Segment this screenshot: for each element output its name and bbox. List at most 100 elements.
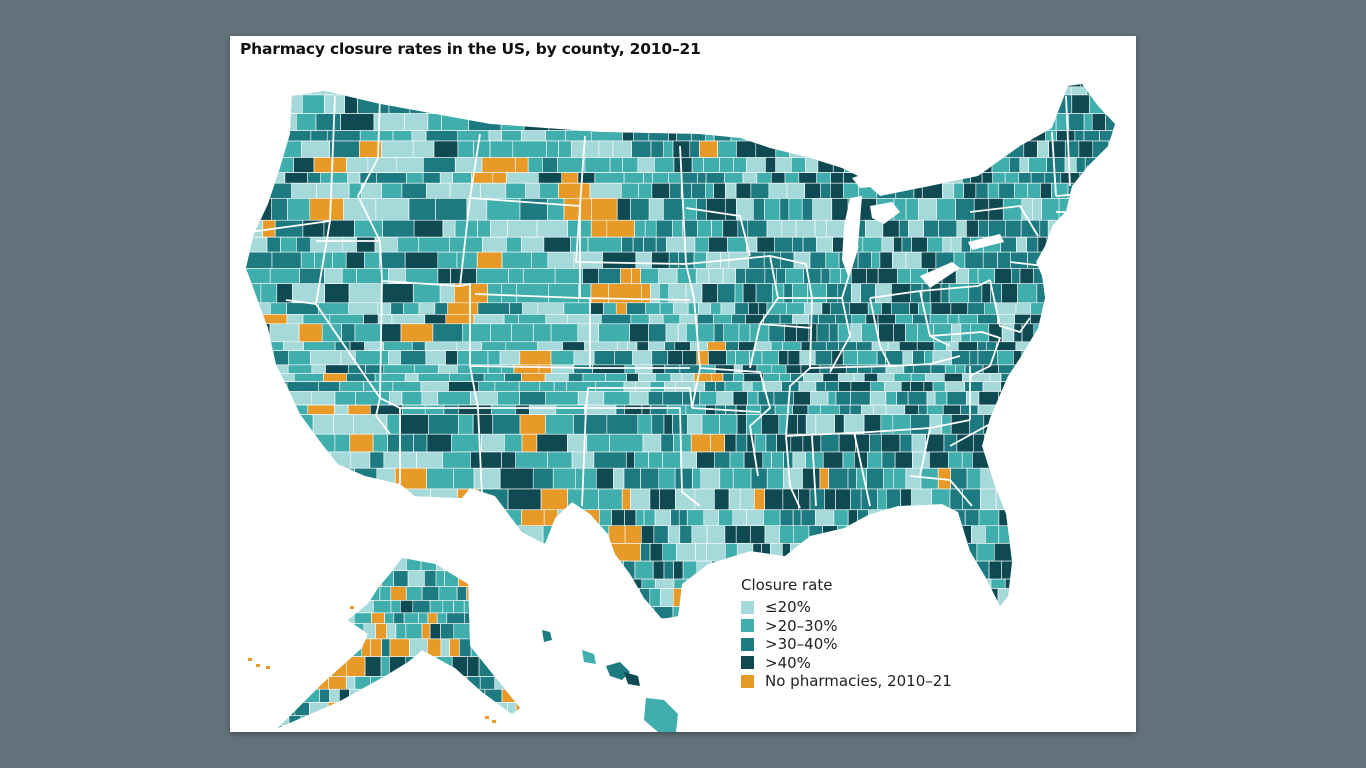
county-cell	[429, 600, 444, 614]
county-cell	[995, 467, 1008, 490]
county-cell	[1065, 414, 1084, 435]
county-cell	[812, 198, 833, 221]
county-cell	[916, 341, 935, 351]
county-cell	[814, 350, 833, 366]
county-cell	[1019, 157, 1029, 173]
county-cell	[312, 676, 329, 690]
county-cell	[642, 433, 662, 453]
county-cell	[589, 182, 622, 199]
county-cell	[861, 404, 874, 415]
county-cell	[729, 84, 741, 88]
county-cell	[729, 451, 745, 469]
county-cell	[402, 404, 426, 415]
county-cell	[998, 509, 1013, 527]
county-cell	[537, 172, 563, 184]
county-cell	[668, 86, 683, 96]
county-cell	[433, 140, 459, 158]
county-cell	[827, 391, 837, 406]
county-cell	[504, 373, 522, 382]
county-cell	[312, 467, 334, 490]
county-cell	[408, 198, 436, 221]
county-cell	[1105, 341, 1115, 351]
county-cell	[354, 586, 368, 601]
county-cell	[1086, 268, 1103, 284]
county-cell	[970, 172, 983, 184]
county-cell	[521, 373, 546, 382]
county-cell	[1030, 313, 1044, 325]
county-cell	[296, 676, 313, 690]
county-cell	[692, 467, 702, 490]
county-cell	[598, 488, 623, 511]
county-cell	[339, 688, 350, 703]
county-cell	[931, 94, 948, 114]
county-cell	[1051, 560, 1066, 580]
county-cell	[349, 525, 370, 544]
legend-item-c3: >30–40%	[741, 635, 952, 654]
county-cell	[954, 364, 966, 374]
county-cell	[279, 570, 294, 588]
county-cell	[647, 391, 664, 406]
county-cell	[557, 157, 586, 173]
county-cell	[246, 302, 271, 315]
county-cell	[494, 656, 512, 677]
county-cell	[755, 283, 773, 304]
county-cell	[1110, 251, 1115, 269]
county-cell	[887, 172, 905, 184]
county-cell	[738, 113, 757, 131]
county-cell	[505, 725, 516, 728]
county-cell	[713, 130, 732, 142]
county-cell	[407, 570, 425, 588]
county-cell	[786, 414, 798, 435]
county-cell	[649, 588, 661, 607]
county-cell	[893, 323, 906, 343]
county-cell	[1030, 172, 1046, 184]
county-cell	[724, 543, 738, 562]
county-cell	[874, 86, 889, 96]
county-cell	[668, 172, 683, 184]
county-cell	[829, 182, 844, 199]
county-cell	[630, 198, 650, 221]
county-cell	[711, 219, 724, 238]
county-cell	[346, 702, 357, 717]
county-cell	[688, 113, 706, 131]
county-cell	[335, 725, 353, 728]
county-cell	[482, 236, 507, 253]
county-cell	[802, 236, 817, 253]
county-cell	[1032, 433, 1049, 453]
county-cell	[641, 404, 651, 415]
county-cell	[790, 157, 806, 173]
county-cell	[738, 323, 751, 343]
county-cell	[1064, 302, 1078, 315]
county-cell	[391, 725, 403, 728]
county-cell	[414, 84, 438, 88]
county-cell	[955, 578, 976, 589]
county-cell	[695, 268, 710, 284]
county-cell	[938, 86, 948, 96]
county-cell	[982, 251, 998, 269]
county-cell	[506, 676, 520, 690]
county-cell	[285, 623, 296, 640]
county-cell	[390, 715, 404, 726]
county-cell	[947, 543, 959, 562]
county-cell	[550, 588, 574, 607]
county-cell	[357, 94, 390, 114]
county-cell	[451, 433, 482, 453]
county-cell	[426, 182, 451, 199]
county-cell	[577, 391, 605, 406]
county-cell	[1119, 114, 1133, 131]
county-cell	[1111, 182, 1115, 199]
county-cell	[319, 688, 330, 703]
county-cell	[504, 433, 523, 453]
county-cell	[1078, 381, 1095, 392]
county-cell	[302, 94, 325, 114]
county-cell	[947, 313, 960, 325]
county-cell	[835, 113, 852, 131]
county-cell	[790, 543, 801, 562]
county-cell	[406, 558, 422, 572]
county-cell	[361, 715, 371, 726]
county-cell	[985, 525, 1000, 544]
county-cell	[724, 525, 737, 544]
county-cell	[336, 586, 346, 601]
county-cell	[1075, 350, 1095, 366]
county-cell	[910, 381, 925, 392]
